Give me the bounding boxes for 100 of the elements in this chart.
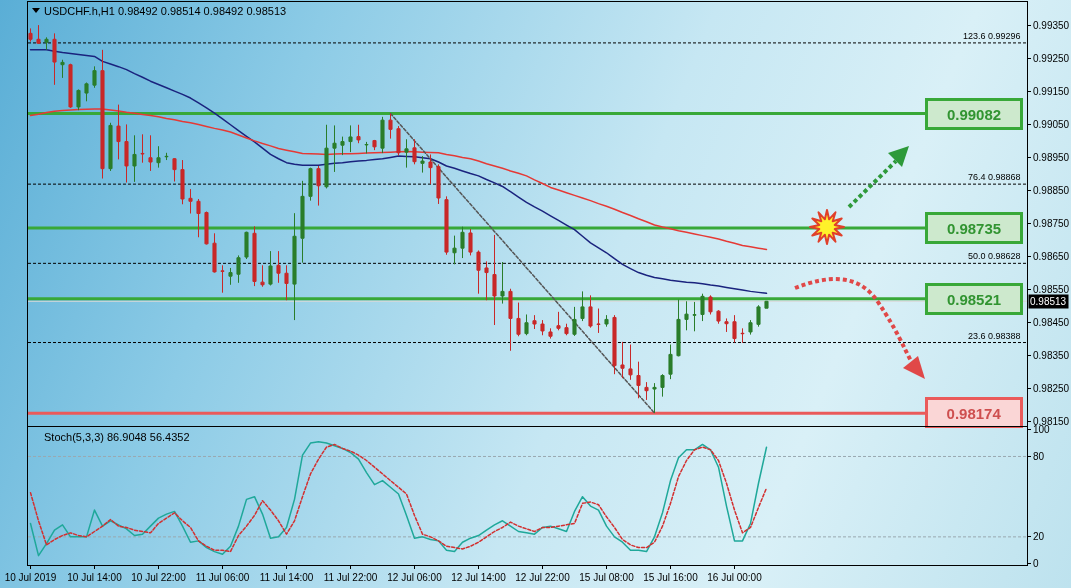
candlestick xyxy=(636,361,641,399)
candlestick xyxy=(444,195,449,256)
candlestick xyxy=(116,104,121,160)
candlestick xyxy=(204,211,209,246)
ref-line-label: 0.99082 xyxy=(946,105,1002,123)
candlestick xyxy=(700,293,705,322)
y-tick-label: 0.98750 xyxy=(1033,217,1070,229)
ref-line-label: 76.4 0.98868 xyxy=(968,172,1021,182)
candlestick xyxy=(524,313,529,336)
x-tick-label: 10 Jul 2019 xyxy=(4,572,57,583)
candlestick xyxy=(156,145,161,169)
y-tick-label: 0.98950 xyxy=(1033,151,1070,163)
candlestick xyxy=(580,290,585,322)
x-tick-label: 15 Jul 08:00 xyxy=(579,572,635,583)
y-tick-label: 0.98450 xyxy=(1033,316,1070,328)
candlestick xyxy=(548,327,553,340)
candlestick xyxy=(692,301,697,332)
candlestick xyxy=(68,63,73,109)
y-tick-label: 0.99150 xyxy=(1033,85,1070,97)
candlestick xyxy=(612,314,617,375)
candlestick xyxy=(332,124,337,173)
candlestick xyxy=(404,138,409,169)
candlestick xyxy=(52,32,57,86)
y-tick-label: 0.99050 xyxy=(1033,118,1070,130)
candlestick xyxy=(716,309,721,325)
candlestick xyxy=(244,231,249,260)
x-tick-label: 12 Jul 06:00 xyxy=(387,572,443,583)
line-series xyxy=(29,108,768,251)
x-tick-label: 10 Jul 22:00 xyxy=(131,572,187,583)
candlestick xyxy=(740,327,745,344)
y-tick-label: 0.99350 xyxy=(1033,19,1070,31)
candlestick xyxy=(628,344,633,381)
x-tick-label: 10 Jul 14:00 xyxy=(67,572,123,583)
x-tick-label: 11 Jul 14:00 xyxy=(259,572,314,583)
candlestick xyxy=(452,235,457,265)
x-tick-label: 12 Jul 14:00 xyxy=(451,572,507,583)
candlestick xyxy=(132,134,137,183)
candlestick xyxy=(396,125,401,156)
candlestick xyxy=(172,157,177,182)
candlestick xyxy=(212,232,217,274)
candlestick xyxy=(620,341,625,379)
candlestick xyxy=(140,133,145,164)
candlestick xyxy=(164,152,169,161)
chart-title: USDCHF.h,H1 0.98492 0.98514 0.98492 0.98513 xyxy=(44,4,287,17)
candlestick xyxy=(492,234,497,326)
candlestick xyxy=(28,27,33,43)
x-tick-label: 12 Jul 22:00 xyxy=(515,572,571,583)
candlestick xyxy=(460,226,465,259)
ref-line-label: 50.0 0.98628 xyxy=(968,251,1021,261)
candlestick xyxy=(252,225,257,287)
candlestick xyxy=(532,314,537,330)
candlestick xyxy=(308,167,313,202)
ref-line-label: 0.98174 xyxy=(946,404,1002,422)
candlestick xyxy=(260,264,265,288)
candlestick xyxy=(236,254,241,284)
ref-line-label: 0.98521 xyxy=(946,290,1002,308)
ref-line-label: 0.98735 xyxy=(946,219,1002,237)
candlestick xyxy=(108,122,113,172)
candlestick xyxy=(316,165,321,207)
candlestick xyxy=(84,82,89,102)
candlestick xyxy=(476,249,481,295)
candlestick xyxy=(76,88,81,111)
candlestick xyxy=(100,49,105,180)
candlestick xyxy=(764,300,769,309)
candlestick xyxy=(268,250,273,286)
candlestick xyxy=(652,382,657,414)
candlestick xyxy=(540,319,545,336)
candlestick xyxy=(300,180,305,264)
candlestick xyxy=(564,323,569,336)
y-tick-label: 100 xyxy=(1033,424,1051,436)
candlestick xyxy=(188,188,193,215)
line-series xyxy=(389,112,656,414)
candlestick xyxy=(356,124,361,144)
candlestick xyxy=(228,267,233,286)
candlestick xyxy=(748,319,753,336)
candlestick xyxy=(412,138,417,165)
ref-line-label: 0.98513 xyxy=(1030,296,1067,307)
candlestick xyxy=(436,163,441,205)
candlestick xyxy=(388,113,393,140)
candlestick xyxy=(596,308,601,334)
candlestick xyxy=(668,344,673,380)
candlestick xyxy=(124,123,129,183)
candlestick xyxy=(60,59,65,79)
y-tick-label: 0.98550 xyxy=(1033,283,1070,295)
candlestick xyxy=(148,134,153,172)
y-tick-label: 80 xyxy=(1033,450,1045,462)
candlestick xyxy=(44,36,49,51)
candlestick xyxy=(660,373,665,398)
candlestick xyxy=(644,381,649,401)
candlestick xyxy=(372,139,377,151)
candlestick xyxy=(484,260,489,301)
y-tick-label: 0.98350 xyxy=(1033,349,1070,361)
candlestick xyxy=(420,155,425,174)
ref-line-label: 123.6 0.99296 xyxy=(963,31,1021,41)
candlestick xyxy=(348,124,353,153)
candlestick xyxy=(324,124,329,189)
x-tick-label: 11 Jul 06:00 xyxy=(195,572,250,583)
candlestick xyxy=(380,116,385,154)
y-tick-label: 0.98650 xyxy=(1033,250,1070,262)
candlestick xyxy=(468,228,473,256)
